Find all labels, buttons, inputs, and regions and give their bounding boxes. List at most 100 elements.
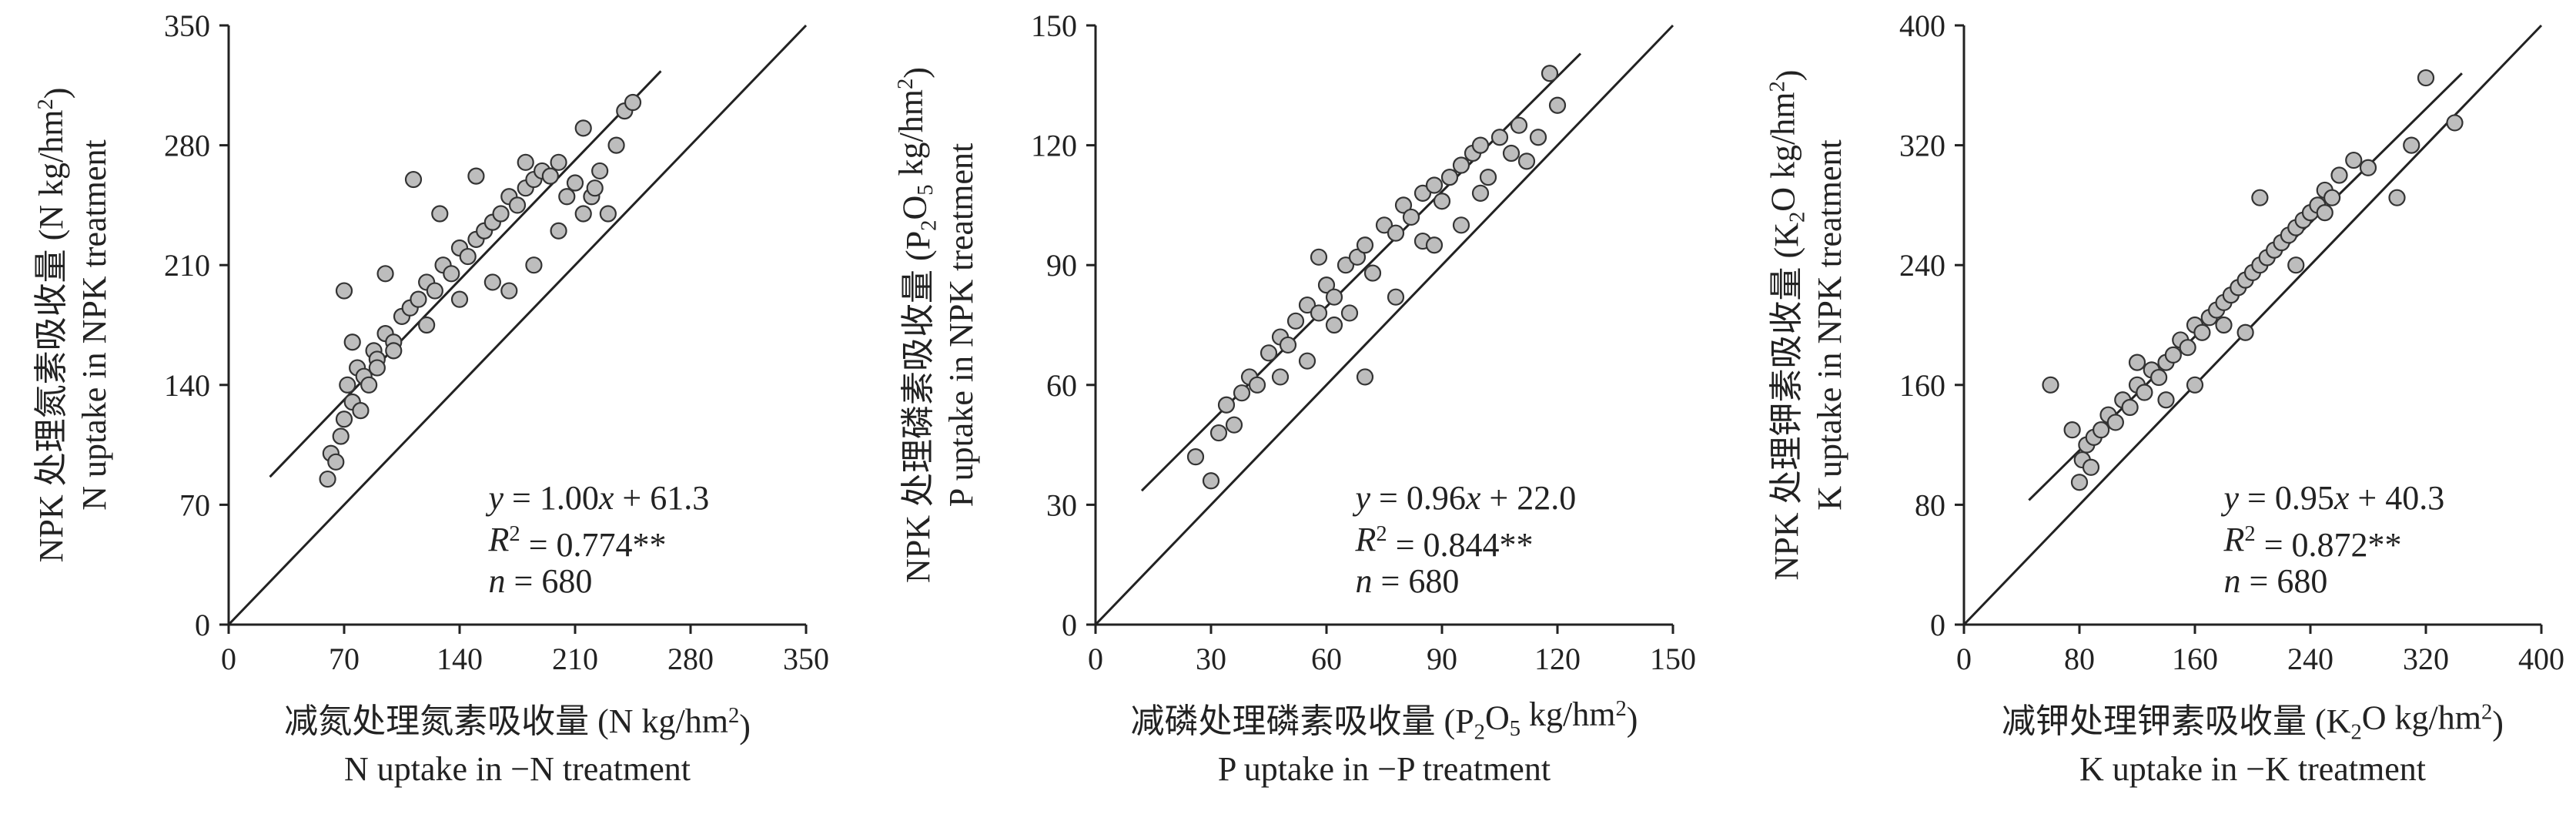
data-point	[459, 247, 477, 266]
x-tick-label: 70	[329, 642, 360, 676]
data-point	[574, 119, 592, 137]
data-point	[1510, 116, 1528, 134]
x-axis-title-line-1: 减钾处理钾素吸收量 (K2​O kg/hm2​)	[2002, 699, 2504, 744]
data-point	[376, 265, 394, 283]
annotation-1: y = 0.96x + 22.0	[1353, 479, 1577, 517]
data-point	[1425, 236, 1444, 254]
data-point	[1387, 288, 1405, 306]
data-point	[368, 359, 386, 377]
annotation-3: n = 680	[489, 562, 593, 600]
data-point	[2388, 189, 2406, 206]
y-axis-title-line-2: K uptake in NPK treatment	[1811, 139, 1848, 510]
data-point	[550, 153, 567, 171]
data-point	[1394, 196, 1413, 214]
data-point	[574, 205, 592, 223]
data-point	[426, 282, 443, 300]
annotation-3: n = 680	[2224, 562, 2328, 600]
data-point	[1502, 144, 1521, 163]
data-point	[360, 376, 378, 394]
data-point	[2128, 354, 2146, 371]
data-point	[500, 282, 518, 300]
data-point	[1413, 184, 1432, 202]
chart-panel-P: 0 30 60 90 120 150 0 30 60 90 120 150 y = 0.96x + 22…	[892, 8, 1696, 788]
x-axis-title-line-2: P uptake in −P treatment	[1218, 750, 1551, 788]
x-tick-label: 350	[783, 642, 829, 676]
data-point	[1325, 288, 1343, 306]
data-point	[1452, 156, 1470, 174]
data-point	[541, 167, 559, 185]
x-axis-title-line-1: 减氮处理氮素吸收量 (N kg/hm2​)	[284, 702, 751, 746]
y-axis-title-line-1: NPK 处理磷素吸收量 (P2​O5​ kg/hm2​)	[892, 67, 942, 583]
x-tick-label: 280	[667, 642, 714, 676]
data-point	[1433, 193, 1451, 210]
data-point	[1233, 384, 1251, 402]
data-point	[1340, 304, 1359, 322]
data-point	[2186, 376, 2204, 394]
y-axis-title-line-2: N uptake in NPK treatment	[75, 139, 113, 510]
y-tick-label: 210	[164, 248, 210, 283]
data-point	[586, 179, 604, 197]
data-point	[1471, 136, 1490, 154]
reference-line-1to1	[1962, 24, 2543, 626]
data-point	[2121, 398, 2139, 417]
chart-panel-K: 0 80 160 240 320 400 0 80 160 240 320 400 y = 0.95x …	[1764, 8, 2564, 788]
data-point	[2136, 384, 2153, 401]
y-tick-label: 90	[1046, 248, 1077, 283]
data-point	[2157, 391, 2175, 409]
data-point	[550, 222, 567, 240]
data-point	[607, 136, 625, 154]
data-point	[332, 427, 350, 445]
data-point	[1541, 65, 1559, 82]
data-point	[352, 402, 370, 420]
data-point	[1325, 316, 1343, 334]
x-tick-label: 0	[1956, 642, 1972, 676]
data-point	[2345, 151, 2363, 169]
y-tick-label: 280	[164, 129, 210, 163]
data-point	[1298, 352, 1316, 370]
data-point	[2106, 414, 2124, 431]
y-axis-title-line-1: NPK 处理钾素吸收量 (K2​O kg/hm2​)	[1764, 70, 1809, 581]
data-point	[2193, 323, 2211, 341]
data-point	[2330, 166, 2348, 184]
data-point	[443, 265, 460, 283]
data-point	[450, 290, 469, 308]
data-point	[1310, 304, 1328, 322]
data-point	[599, 205, 617, 223]
x-tick-label: 240	[2287, 642, 2333, 676]
data-point	[327, 453, 345, 471]
data-point	[1248, 376, 1266, 394]
data-point	[2179, 339, 2196, 357]
data-point	[525, 256, 543, 274]
data-point	[2150, 368, 2168, 387]
data-point	[1317, 276, 1336, 294]
data-point	[2164, 346, 2182, 364]
y-tick-label: 0	[1062, 608, 1077, 642]
x-tick-label: 0	[221, 642, 236, 676]
data-point	[1387, 224, 1405, 242]
data-point	[1217, 396, 1236, 414]
data-point	[1271, 368, 1290, 386]
y-tick-label: 80	[1915, 488, 1945, 522]
data-point	[431, 205, 449, 223]
data-point	[1310, 248, 1328, 266]
data-point	[467, 167, 485, 185]
data-point	[2417, 69, 2435, 87]
annotation-2: R2​ = 0.872**	[2223, 521, 2402, 564]
data-point	[2236, 323, 2254, 341]
data-point	[1225, 416, 1243, 434]
data-point	[1375, 216, 1393, 234]
data-point	[517, 153, 534, 171]
y-tick-label: 0	[1930, 608, 1945, 642]
annotation-1: y = 1.00x + 61.3	[486, 479, 710, 517]
data-point	[591, 162, 609, 180]
data-point	[2316, 204, 2333, 222]
data-point	[319, 470, 336, 488]
x-tick-label: 80	[2064, 642, 2095, 676]
data-point	[410, 290, 427, 308]
data-point	[1356, 368, 1374, 386]
data-point	[404, 170, 423, 189]
x-tick-label: 160	[2172, 642, 2218, 676]
data-point	[343, 333, 361, 351]
data-point	[1298, 296, 1316, 314]
